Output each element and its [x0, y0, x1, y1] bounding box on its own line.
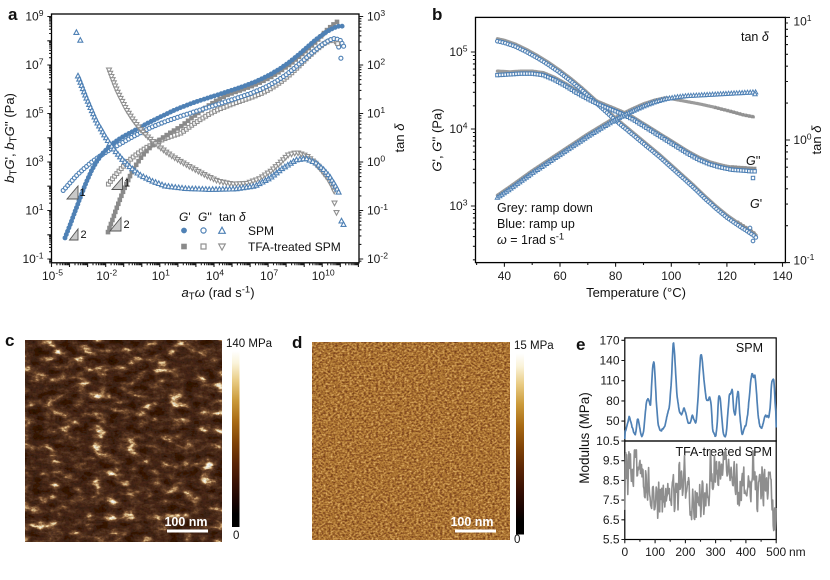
svg-text:tan δ: tan δ: [392, 123, 407, 153]
svg-text:140: 140: [599, 354, 619, 368]
svg-text:60: 60: [553, 269, 567, 283]
svg-text:400: 400: [736, 545, 756, 559]
svg-text:40: 40: [498, 269, 512, 283]
svg-text:80: 80: [606, 394, 620, 408]
svg-text:Temperature (°C): Temperature (°C): [586, 285, 686, 300]
svg-text:nm: nm: [789, 545, 806, 559]
svg-text:G'': G'': [746, 154, 761, 168]
svg-text:a: a: [8, 5, 18, 24]
svg-text:TFA-treated SPM: TFA-treated SPM: [248, 240, 341, 254]
svg-text:100 nm: 100 nm: [450, 515, 493, 529]
svg-text:0: 0: [621, 545, 628, 559]
svg-text:ω = 1rad s-1: ω = 1rad s-1: [497, 232, 564, 248]
svg-text:110: 110: [600, 374, 619, 388]
svg-text:100: 100: [645, 545, 665, 559]
svg-text:G': G': [750, 197, 762, 211]
svg-text:0: 0: [233, 530, 239, 542]
svg-text:SPM: SPM: [248, 224, 274, 238]
svg-text:SPM: SPM: [736, 341, 763, 355]
svg-text:Grey: ramp down: Grey: ramp down: [497, 201, 593, 215]
svg-text:2: 2: [81, 229, 87, 241]
svg-text:bTG', bTG'' (Pa): bTG', bTG'' (Pa): [2, 93, 20, 183]
svg-text:100 nm: 100 nm: [164, 515, 207, 529]
svg-text:tan δ: tan δ: [809, 125, 824, 155]
svg-text:1: 1: [124, 178, 130, 190]
svg-text:80: 80: [609, 269, 623, 283]
svg-text:G', G'' (Pa): G', G'' (Pa): [430, 108, 445, 171]
svg-text:50: 50: [606, 414, 620, 428]
svg-text:300: 300: [706, 545, 726, 559]
svg-text:6.5: 6.5: [603, 513, 620, 527]
svg-text:b: b: [432, 5, 442, 24]
svg-text:0: 0: [514, 534, 520, 546]
svg-text:aTω (rad s-1): aTω (rad s-1): [181, 285, 254, 303]
svg-text:2: 2: [124, 219, 130, 231]
svg-text:500: 500: [766, 545, 786, 559]
svg-text:10.5: 10.5: [596, 434, 620, 448]
svg-text:15 MPa: 15 MPa: [514, 340, 554, 352]
svg-text:e: e: [576, 335, 585, 354]
svg-text:tan δ: tan δ: [219, 210, 246, 224]
svg-text:1: 1: [80, 187, 86, 199]
svg-text:d: d: [292, 333, 302, 352]
svg-text:9.5: 9.5: [603, 454, 620, 468]
svg-text:c: c: [5, 331, 14, 350]
svg-text:8.5: 8.5: [603, 473, 620, 487]
svg-text:120: 120: [717, 269, 737, 283]
svg-text:G'': G'': [198, 210, 212, 224]
svg-text:100: 100: [661, 269, 681, 283]
svg-text:tan δ: tan δ: [741, 30, 770, 44]
svg-text:200: 200: [675, 545, 695, 559]
svg-text:Modulus (MPa): Modulus (MPa): [577, 392, 592, 484]
svg-text:7.5: 7.5: [603, 493, 620, 507]
svg-text:5.5: 5.5: [603, 533, 620, 547]
svg-text:140 MPa: 140 MPa: [226, 338, 273, 350]
svg-text:140: 140: [772, 269, 792, 283]
svg-text:G': G': [179, 210, 191, 224]
svg-text:Blue: ramp up: Blue: ramp up: [497, 217, 575, 231]
svg-text:170: 170: [599, 333, 619, 347]
